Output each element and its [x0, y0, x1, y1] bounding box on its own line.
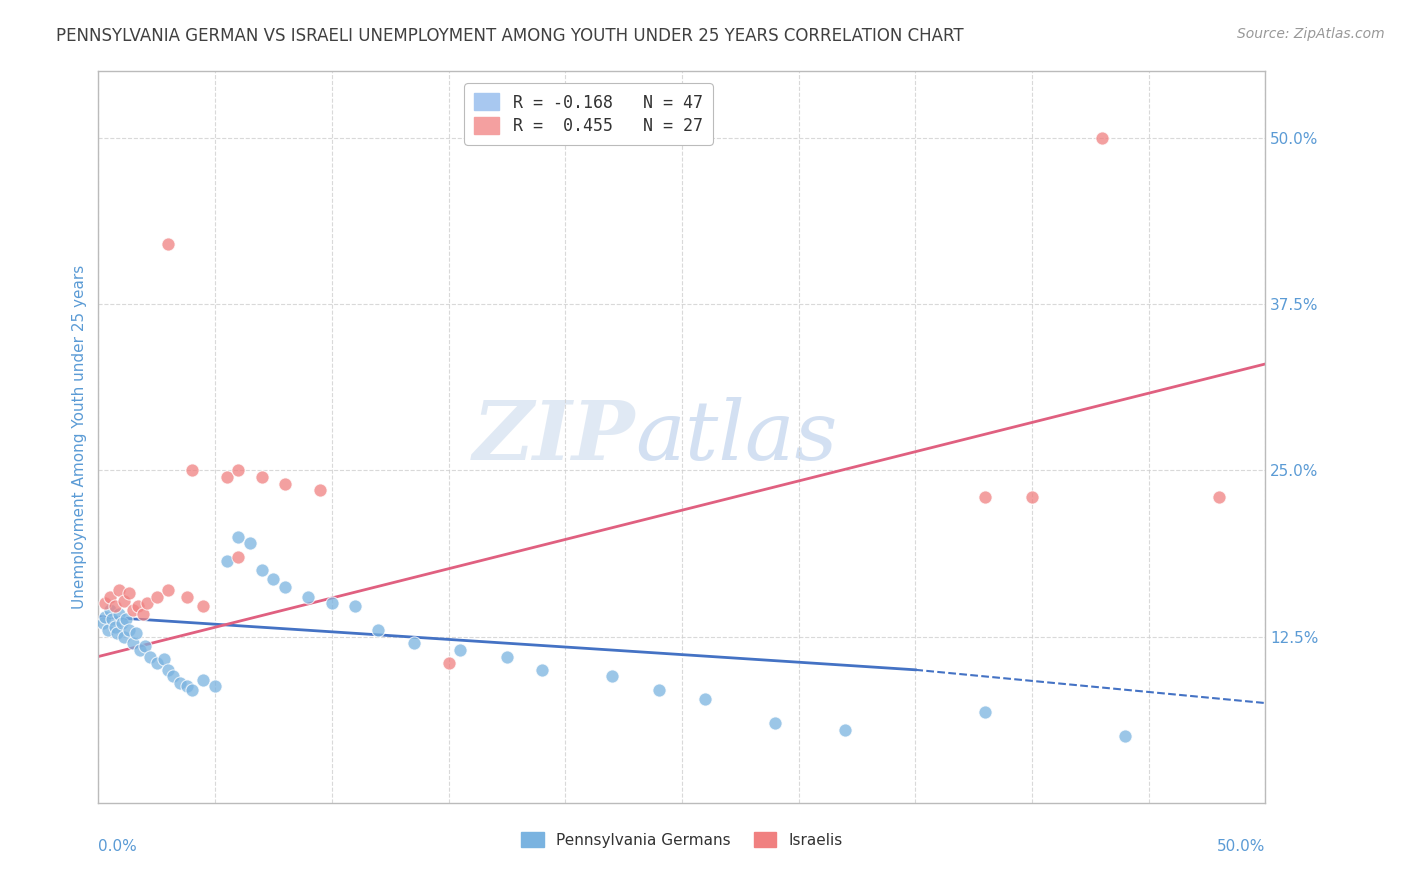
Point [176, 590, 198, 604]
Point [94, 609, 117, 624]
Point [169, 676, 191, 690]
Point [239, 536, 262, 550]
Point [530, 663, 553, 677]
Point [94, 596, 117, 610]
Point [127, 599, 149, 613]
Point [763, 716, 786, 731]
Point [91, 616, 114, 631]
Point [834, 723, 856, 737]
Point [104, 620, 127, 634]
Point [152, 652, 174, 666]
Point [125, 625, 148, 640]
Point [129, 643, 152, 657]
Legend: Pennsylvania Germans, Israelis: Pennsylvania Germans, Israelis [515, 825, 849, 854]
Point [118, 623, 141, 637]
Point [118, 585, 141, 599]
Point [496, 649, 519, 664]
Point [402, 636, 425, 650]
Point [122, 603, 145, 617]
Point [228, 530, 250, 544]
Point [1091, 131, 1114, 145]
Point [974, 490, 997, 504]
Text: PENNSYLVANIA GERMAN VS ISRAELI UNEMPLOYMENT AMONG YOUTH UNDER 25 YEARS CORRELATI: PENNSYLVANIA GERMAN VS ISRAELI UNEMPLOYM… [56, 27, 965, 45]
Point [98, 603, 121, 617]
Point [162, 669, 184, 683]
Point [97, 623, 120, 637]
Point [228, 463, 250, 477]
Point [449, 643, 471, 657]
Point [647, 682, 669, 697]
Point [132, 607, 155, 621]
Point [974, 706, 997, 720]
Point [134, 639, 156, 653]
Point [146, 656, 169, 670]
Point [111, 616, 134, 631]
Point [105, 625, 128, 640]
Point [250, 470, 273, 484]
Point [136, 596, 159, 610]
Point [367, 623, 389, 637]
Point [180, 682, 202, 697]
Point [112, 593, 135, 607]
Point [344, 599, 367, 613]
Point [157, 663, 180, 677]
Point [146, 590, 169, 604]
Point [112, 630, 135, 644]
Point [600, 669, 623, 683]
Point [104, 599, 127, 613]
Point [309, 483, 332, 498]
Point [101, 612, 124, 626]
Point [437, 656, 460, 670]
Point [108, 607, 131, 621]
Point [139, 649, 162, 664]
Text: ZIP: ZIP [472, 397, 636, 477]
Point [1114, 729, 1136, 743]
Point [115, 612, 138, 626]
Point [274, 580, 297, 594]
Point [274, 476, 297, 491]
Point [122, 636, 145, 650]
Point [157, 237, 180, 252]
Point [157, 582, 180, 597]
Point [215, 554, 238, 568]
Point [98, 590, 121, 604]
Point [204, 679, 226, 693]
Point [228, 549, 250, 564]
Point [297, 590, 319, 604]
Text: atlas: atlas [636, 397, 838, 477]
Point [695, 692, 717, 706]
Y-axis label: Unemployment Among Youth under 25 years: Unemployment Among Youth under 25 years [72, 265, 87, 609]
Text: Source: ZipAtlas.com: Source: ZipAtlas.com [1237, 27, 1385, 41]
Point [108, 582, 131, 597]
Point [1021, 490, 1043, 504]
Point [1208, 490, 1230, 504]
Point [262, 573, 284, 587]
Point [176, 679, 198, 693]
Point [180, 463, 202, 477]
Point [193, 673, 215, 688]
Point [193, 599, 215, 613]
Point [250, 563, 273, 577]
Point [321, 596, 343, 610]
Text: 0.0%: 0.0% [98, 839, 138, 855]
Text: 50.0%: 50.0% [1218, 839, 1265, 855]
Point [215, 470, 238, 484]
